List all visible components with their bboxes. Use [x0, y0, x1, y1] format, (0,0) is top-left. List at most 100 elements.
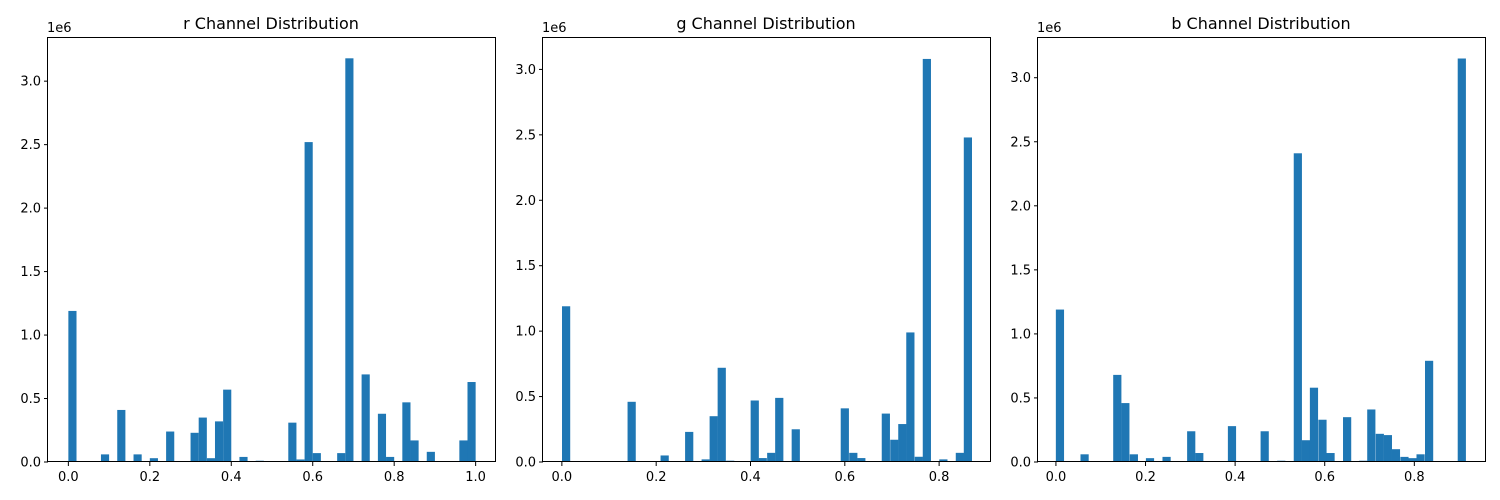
g-channel-y-tick-label: 3.0: [515, 63, 536, 78]
b-channel-bar-5: [1145, 458, 1155, 462]
r-channel-bar-16: [312, 453, 321, 462]
b-channel-x-axis: 0.0 0.2 0.4 0.6 0.8: [1046, 462, 1425, 485]
r-channel-y-axis: 0.0 0.5 1.0 1.5 2.0 2.5 3.0: [20, 75, 48, 471]
g-channel-y-tick-label: 1.0: [515, 325, 536, 340]
b-channel-bar-24: [1408, 458, 1417, 462]
r-channel-x-tick-label: 1.0: [465, 470, 486, 485]
r-channel-bar-11: [239, 456, 248, 462]
r-channel-bar-26: [467, 382, 476, 462]
b-channel-title: b Channel Distribution: [1171, 14, 1350, 33]
g-channel-y-tick-label: 0.5: [515, 390, 536, 405]
b-channel-bar-20: [1375, 433, 1384, 462]
b-channel-y-tick-label: 0.0: [1010, 456, 1031, 471]
b-channel-bar-2: [1113, 374, 1122, 462]
g-channel-bar-19: [906, 332, 915, 462]
b-channel-bar-23: [1400, 456, 1409, 462]
g-channel-x-tick-label: 0.6: [834, 470, 855, 485]
r-channel-y-offset-label: 1e6: [47, 21, 72, 36]
b-channel-x-tick-label: 0.4: [1225, 470, 1246, 485]
g-channel-bar-23: [955, 452, 964, 462]
g-channel-bars: [562, 58, 972, 462]
b-channel-bar-14: [1309, 387, 1319, 462]
r-channel-bar-6: [190, 432, 199, 462]
g-channel-y-tick-label: 0.0: [515, 456, 536, 471]
g-channel-bar-6: [717, 367, 726, 462]
r-channel-y-tick-label: 0.5: [20, 392, 41, 407]
b-channel-bar-10: [1260, 431, 1269, 462]
r-channel-title: r Channel Distribution: [183, 14, 359, 33]
r-channel-bar-8: [206, 458, 215, 462]
g-channel-title: g Channel Distribution: [676, 14, 855, 33]
b-channel-panel: b Channel Distribution 1e6 0.0 0.2 0.4 0.6 0…: [1010, 14, 1486, 485]
g-channel-bar-14: [849, 452, 858, 462]
r-channel-bar-21: [386, 456, 395, 462]
g-channel-bar-3: [685, 431, 694, 462]
g-channel-panel: g Channel Distribution 1e6 0.0 0.2 0.4 0.6 0…: [515, 14, 991, 485]
g-channel-bar-13: [840, 408, 849, 462]
g-channel-x-tick-label: 0.2: [646, 470, 667, 485]
b-channel-y-tick-label: 0.5: [1010, 391, 1031, 406]
b-channel-y-tick-label: 3.0: [1010, 71, 1031, 86]
g-channel-bar-1: [627, 401, 636, 462]
g-channel-axes-frame: [542, 37, 991, 462]
r-channel-bar-10: [223, 389, 232, 462]
r-channel-y-tick-label: 2.0: [20, 202, 41, 217]
b-channel-y-tick-label: 1.5: [1010, 263, 1031, 278]
b-channel-bar-15: [1318, 419, 1327, 462]
g-channel-bar-16: [881, 413, 890, 462]
b-channel-x-tick-label: 0.0: [1046, 470, 1067, 485]
b-channel-bar-22: [1391, 449, 1401, 462]
b-channel-y-offset-label: 1e6: [1037, 21, 1062, 36]
b-channel-bar-19: [1367, 409, 1376, 462]
r-channel-x-tick-label: 0.4: [221, 470, 242, 485]
b-channel-y-tick-label: 2.5: [1010, 135, 1031, 150]
g-channel-bar-20: [914, 456, 923, 462]
r-channel-x-tick-label: 0.2: [139, 470, 160, 485]
r-channel-bar-2: [117, 409, 126, 462]
g-channel-bar-21: [922, 58, 931, 462]
g-channel-bar-5: [709, 416, 718, 462]
g-channel-y-tick-label: 2.0: [515, 194, 536, 209]
b-channel-bar-13: [1301, 440, 1310, 462]
b-channel-bar-3: [1121, 403, 1130, 462]
g-channel-x-axis: 0.0 0.2 0.4 0.6 0.8: [552, 462, 949, 485]
g-channel-bar-18: [898, 424, 907, 462]
b-channel-bar-0: [1055, 309, 1065, 462]
r-channel-bar-1: [100, 454, 110, 462]
r-channel-bar-20: [377, 413, 387, 462]
r-channel-bar-23: [410, 440, 419, 462]
r-channel-bar-0: [68, 310, 77, 462]
g-channel-bar-10: [767, 452, 776, 462]
r-channel-bar-18: [345, 58, 354, 463]
g-channel-y-tick-label: 2.5: [515, 128, 536, 143]
b-channel-bar-17: [1343, 417, 1352, 462]
r-channel-panel: r Channel Distribution 1e6 0.0 0.2 0.4 0.6 0…: [20, 14, 496, 485]
b-channel-bar-1: [1080, 454, 1089, 462]
r-channel-y-tick-label: 1.5: [20, 265, 41, 280]
b-channel-bar-9: [1227, 426, 1237, 462]
g-channel-bar-11: [775, 397, 784, 462]
g-channel-bar-15: [857, 458, 866, 462]
r-channel-bar-14: [296, 459, 305, 462]
b-channel-bar-16: [1326, 453, 1335, 462]
g-channel-y-offset-label: 1e6: [542, 21, 567, 36]
b-channel-bar-21: [1383, 435, 1392, 462]
r-channel-axes-frame: [47, 37, 496, 462]
r-channel-y-tick-label: 0.0: [20, 456, 41, 471]
r-channel-bar-22: [402, 402, 411, 462]
b-channel-y-tick-label: 1.0: [1010, 327, 1031, 342]
g-channel-bar-12: [791, 429, 800, 462]
b-channel-bar-26: [1425, 360, 1434, 462]
b-channel-bar-6: [1162, 456, 1171, 462]
r-channel-y-tick-label: 2.5: [20, 138, 41, 153]
g-channel-bar-0: [562, 306, 571, 462]
r-channel-bars: [68, 58, 476, 463]
g-channel-y-axis: 0.0 0.5 1.0 1.5 2.0 2.5 3.0: [515, 63, 543, 471]
g-channel-bar-8: [750, 400, 759, 462]
b-channel-axes-frame: [1037, 37, 1486, 462]
r-channel-bar-19: [361, 374, 370, 462]
r-channel-x-tick-label: 0.8: [384, 470, 405, 485]
r-channel-bar-25: [459, 440, 468, 462]
g-channel-bar-4: [701, 459, 710, 462]
